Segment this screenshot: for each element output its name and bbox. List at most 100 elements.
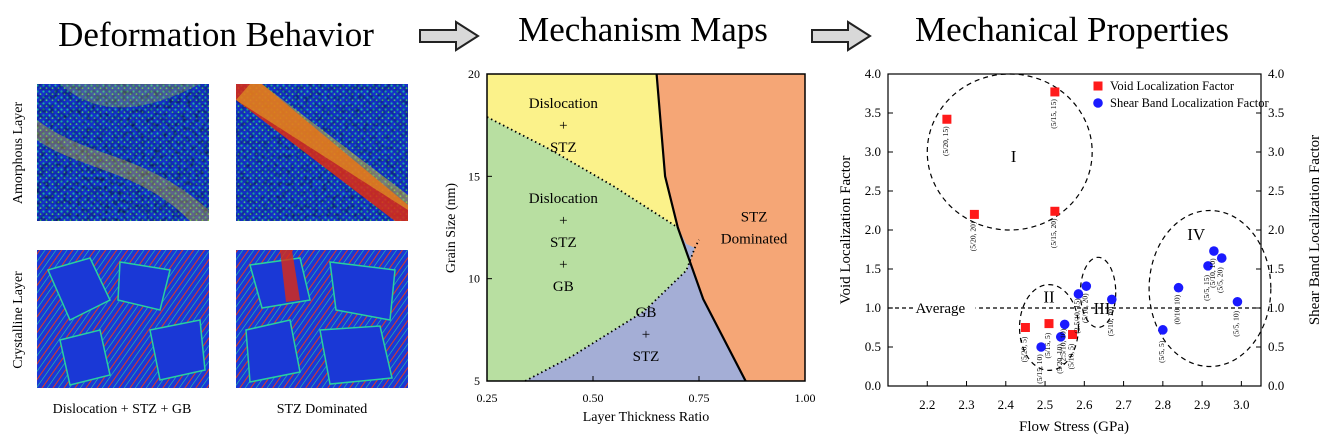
x-tick-label: 2.9 xyxy=(1194,397,1210,412)
point-label: (5/5, 10) xyxy=(1231,310,1240,336)
mechanism-boundaries xyxy=(486,73,747,382)
point-label: (5/10, 10) xyxy=(1106,306,1115,336)
shear-point xyxy=(1209,246,1219,256)
col-label-mixed: Dislocation + STZ + GB xyxy=(53,402,192,417)
heading-deformation-behavior: Deformation Behavior xyxy=(58,15,374,54)
shear-point xyxy=(1203,261,1213,271)
snapshot-crystalline-mixed xyxy=(37,250,209,388)
mechanism-xlabel: Layer Thickness Ratio xyxy=(583,410,710,425)
region-dislocation-stz xyxy=(487,74,678,228)
point-label: (5/20, 15) xyxy=(941,126,950,156)
x-tick-label: 0.50 xyxy=(583,391,604,405)
region-dislocation-stz-gb xyxy=(487,117,695,381)
point-label: (2.5/10, 15) xyxy=(1072,298,1081,334)
average-label: Average xyxy=(915,301,965,317)
y-tick-label: 3.0 xyxy=(865,144,881,159)
y-tick-label: 5 xyxy=(474,374,480,388)
legend-void-marker xyxy=(1093,81,1103,91)
x-tick-label: 0.25 xyxy=(477,391,498,405)
void-point xyxy=(1044,319,1054,329)
legend-shear-marker xyxy=(1093,98,1103,108)
y2-tick-label: 3.5 xyxy=(1268,105,1284,120)
chart-ylabel: Void Localization Factor xyxy=(838,156,854,305)
mechanism-ylabel: Grain Size (nm) xyxy=(444,183,459,274)
shear-point xyxy=(1081,281,1092,291)
shear-point xyxy=(1073,289,1084,299)
y2-tick-label: 3.0 xyxy=(1268,144,1284,159)
col-label-stz: STZ Dominated xyxy=(277,402,368,417)
point-label: (5/5, 5) xyxy=(1157,340,1166,363)
region-label: GB xyxy=(636,305,657,321)
x-tick-label: 2.2 xyxy=(919,397,935,412)
region-label: GB xyxy=(553,279,574,295)
region-label: + xyxy=(559,257,567,273)
x-tick-label: 2.6 xyxy=(1076,397,1093,412)
shear-point xyxy=(1055,332,1066,342)
void-point xyxy=(1020,323,1030,332)
region-label: STZ xyxy=(741,210,768,226)
x-tick-label: 3.0 xyxy=(1233,397,1249,412)
point-label: (5/15, 20) xyxy=(1049,218,1058,248)
group-ellipse xyxy=(1148,209,1272,368)
x-tick-label: 2.5 xyxy=(1037,397,1053,412)
x-tick-label: 2.4 xyxy=(998,397,1015,412)
y2-tick-label: 0.5 xyxy=(1268,339,1284,354)
mechanism-region-labels: Dislocation + STZ Dislocation + STZ + GB GB + STZ S… xyxy=(529,96,788,365)
point-label: (5/5, 15) xyxy=(1202,274,1211,300)
y2-tick-label: 0.0 xyxy=(1268,378,1284,393)
y-tick-label: 4.0 xyxy=(865,66,881,81)
chart-y2label: Shear Band Localization Factor xyxy=(1307,135,1323,325)
point-label: (5/5, 20) xyxy=(1216,267,1225,293)
group-label: II xyxy=(1043,287,1055,306)
region-label: + xyxy=(559,213,567,229)
y-tick-label: 2.0 xyxy=(865,222,881,237)
region-label: + xyxy=(642,327,650,343)
group-ellipse xyxy=(926,73,1093,231)
void-point xyxy=(942,114,952,124)
row-label-crystalline: Crystalline Layer xyxy=(11,271,26,369)
boundary-dotted-lower xyxy=(524,239,700,382)
point-label: (5/20, 20) xyxy=(968,221,977,251)
group-label: III xyxy=(1093,299,1110,318)
point-label: (5/10, 20) xyxy=(1080,293,1089,323)
group-label: I xyxy=(1011,147,1017,166)
chart-xlabel: Flow Stress (GPa) xyxy=(1019,419,1129,435)
region-stz-dominated xyxy=(656,74,805,381)
void-point xyxy=(969,209,979,219)
point-label: (5/10, 10) xyxy=(1208,258,1217,288)
y2-tick-label: 1.5 xyxy=(1268,261,1284,276)
heading-mechanism-maps: Mechanism Maps xyxy=(518,10,768,49)
chart-axis-ticks: 2.2 2.3 2.4 2.5 2.6 2.7 2.8 2.9 3.0 0.0 0.0 0.5 0.5 1… xyxy=(865,66,1285,412)
point-label: (5/15, 10) xyxy=(1035,354,1044,384)
legend-label: Shear Band Localization Factor xyxy=(1110,96,1269,110)
group-label: IV xyxy=(1187,225,1206,244)
row-label-amorphous: Amorphous Layer xyxy=(11,102,26,205)
group-ellipse xyxy=(1018,284,1080,372)
shear-point xyxy=(1232,296,1243,307)
void-point xyxy=(1050,87,1060,97)
region-label: STZ xyxy=(633,349,660,365)
arrow-icon xyxy=(811,20,872,52)
shear-point xyxy=(1036,342,1046,352)
shear-point xyxy=(1173,282,1184,293)
average-line: Average xyxy=(888,299,1261,317)
snapshot-amorphous-stz xyxy=(236,84,408,221)
point-label: (0/10, 10) xyxy=(1173,294,1182,324)
y-tick-label: 20 xyxy=(468,67,480,81)
boundary-dotted-upper xyxy=(486,116,679,229)
snapshot-crystalline-stz xyxy=(236,250,408,388)
x-tick-label: 2.3 xyxy=(958,397,974,412)
snapshot-panels: Amorphous Layer Crystalline Layer Disloc… xyxy=(11,84,408,417)
y2-tick-label: 2.5 xyxy=(1268,183,1284,198)
point-label: (5/20, 5) xyxy=(1019,336,1028,362)
region-label: + xyxy=(559,118,567,134)
void-point xyxy=(1068,330,1078,340)
point-label: (5/15, 5) xyxy=(1043,332,1052,358)
point-label: (5/20, 10) xyxy=(1055,344,1064,374)
y2-tick-label: 1.0 xyxy=(1268,300,1284,315)
void-point xyxy=(1050,206,1060,216)
heading-mechanical-properties: Mechanical Properties xyxy=(915,10,1229,49)
